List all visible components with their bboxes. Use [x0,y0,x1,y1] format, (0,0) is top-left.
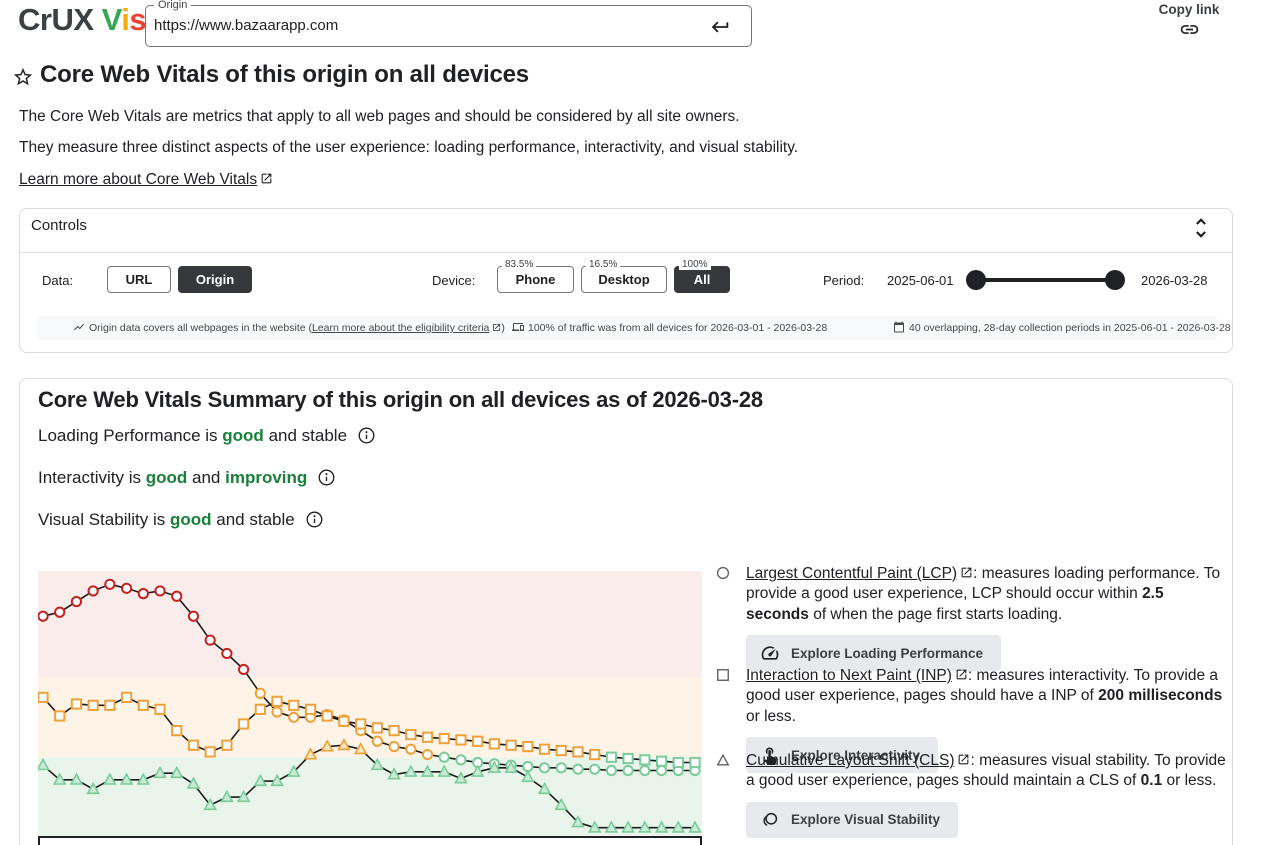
slider-track[interactable] [977,278,1115,282]
desktop-traffic-pct: 16.5% [586,259,621,270]
intro-paragraph-1: The Core Web Vitals are metrics that app… [19,108,740,125]
period-label: Period: [823,273,865,288]
cwv-trend-chart[interactable] [36,571,702,845]
page-title: Core Web Vitals of this origin on all de… [40,61,529,88]
info-icon[interactable] [305,510,324,529]
external-link-icon [956,669,967,680]
device-all-button[interactable]: 100% All [674,259,730,293]
chart-icon [74,323,84,331]
rating-good: good [222,426,264,445]
gauge-icon [761,646,779,661]
summary-panel: Core Web Vitals Summary of this origin o… [19,378,1233,845]
explore-interactivity-button[interactable]: Explore Interactivity [746,737,939,774]
copy-link-button[interactable]: Copy link [1146,2,1232,45]
traffic-note: 100% of traffic was from all devices for… [512,321,827,334]
controls-info-strip: Origin data covers all webpages in the w… [37,316,1231,340]
enter-icon[interactable] [709,16,731,38]
metric-cls: Cumulative Layout Shift (CLS): measures … [714,751,1238,838]
info-icon[interactable] [317,468,336,487]
eligibility-criteria-link[interactable]: Learn more about the eligibility criteri… [311,322,490,334]
controls-divider [20,252,1232,253]
learn-more-link[interactable]: Learn more about Core Web Vitals [19,171,258,188]
info-icon[interactable] [357,426,376,445]
status-interactivity: Interactivity is good and improving [38,468,336,488]
square-marker-icon [717,669,729,681]
period-end-date: 2026-03-28 [1141,273,1208,288]
period-range-slider[interactable] [949,269,1133,291]
metric-lcp: Largest Contentful Paint (LCP): measures… [714,564,1238,672]
origin-field-value[interactable]: https://www.bazaarapp.com [154,17,339,34]
devices-icon [512,323,524,331]
data-label: Data: [42,273,74,288]
star-icon [13,67,33,86]
lcp-link[interactable]: Largest Contentful Paint (LCP) [746,565,958,582]
status-visual-stability: Visual Stability is good and stable [38,510,324,530]
copy-link-label: Copy link [1158,2,1220,17]
origin-input[interactable]: Origin https://www.bazaarapp.com [145,0,752,47]
calendar-icon [894,321,904,333]
collection-periods-note: 40 overlapping, 28-day collection period… [893,321,1231,334]
cwv-chart-svg [36,571,702,845]
circle-marker-icon [716,566,730,580]
device-phone-button[interactable]: 83.5% Phone [497,259,574,293]
external-link-icon [959,754,969,765]
unfold-icon[interactable] [1188,214,1214,242]
external-link-icon [961,567,972,578]
intro-paragraph-2: They measure three distinct aspects of t… [19,139,799,156]
triangle-marker-icon [716,753,730,766]
device-label: Device: [432,273,476,288]
phone-traffic-pct: 83.5% [502,259,537,270]
explore-loading-performance-button[interactable]: Explore Loading Performance [746,635,1002,672]
external-link-icon [261,173,272,184]
rating-good: good [169,510,212,529]
explore-visual-stability-button[interactable]: Explore Visual Stability [746,801,959,838]
status-loading-performance: Loading Performance is good and stable [38,426,376,446]
slider-handle-end[interactable] [1105,270,1125,290]
summary-title: Core Web Vitals Summary of this origin o… [38,387,763,412]
all-traffic-pct: 100% [679,259,711,270]
period-start-date: 2025-06-01 [887,273,954,288]
data-url-button[interactable]: URL [107,266,171,293]
origin-field-label: Origin [154,0,192,11]
layers-icon [763,812,778,826]
inp-link[interactable]: Interaction to Next Paint (INP) [746,667,952,684]
controls-panel: Controls Data: URL Origin Device: 83.5% P… [19,208,1233,353]
origin-coverage-note: Origin data covers all webpages in the w… [73,321,505,334]
data-origin-button[interactable]: Origin [178,266,252,293]
link-icon [1180,25,1198,34]
device-desktop-button[interactable]: 16.5% Desktop [581,259,667,293]
slider-handle-start[interactable] [966,270,986,290]
touch-icon [763,747,777,766]
crux-vis-logo: CrUX Vis [18,2,147,37]
rating-good: good [145,468,188,487]
metric-inp: Interaction to Next Paint (INP): measure… [714,666,1238,774]
external-link-icon [493,324,501,331]
controls-title: Controls [31,217,87,234]
cls-link[interactable]: Cumulative Layout Shift (CLS) [746,752,955,769]
